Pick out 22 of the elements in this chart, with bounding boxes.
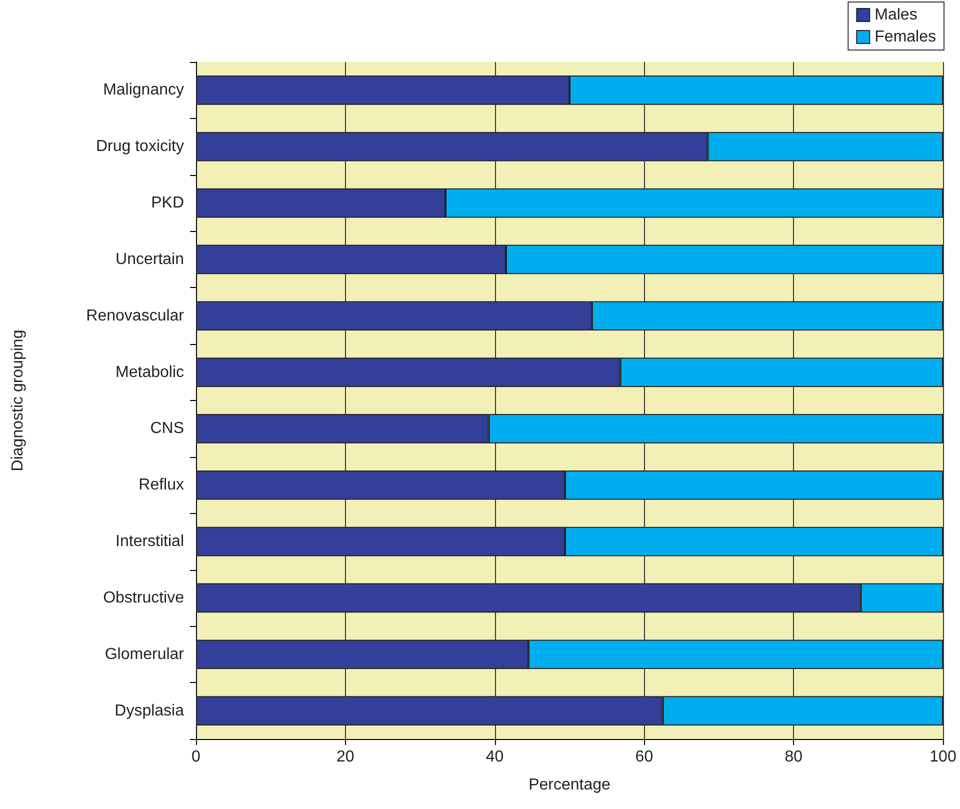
y-tick-label: Glomerular: [104, 646, 185, 663]
x-tick-label: 40: [486, 748, 504, 766]
y-tick-label: Drug toxicity: [96, 138, 184, 156]
y-tick-label: Dysplasia: [114, 702, 184, 720]
x-tick-label: 100: [930, 748, 956, 766]
y-tick-label: Renovascular: [86, 307, 185, 324]
y-tick-label: Malignancy: [103, 82, 184, 99]
x-tick-label: 0: [192, 748, 201, 766]
y-axis-title: Diagnostic grouping: [10, 330, 26, 472]
x-tick-label: 80: [784, 748, 803, 766]
y-tick-label: CNS: [150, 420, 184, 438]
x-axis-title: Percentage: [528, 776, 611, 794]
y-tick-label: Reflux: [138, 476, 184, 494]
y-tick-label: Interstitial: [116, 533, 184, 550]
x-tick-label: 20: [336, 748, 354, 766]
y-tick-label: Obstructive: [103, 589, 184, 606]
y-tick-label: Uncertain: [116, 250, 184, 268]
x-tick-label: 60: [635, 748, 654, 766]
legend-label: Males: [874, 6, 918, 24]
y-tick-label: Metabolic: [116, 364, 184, 381]
y-tick-label: PKD: [151, 194, 184, 212]
legend-label: Females: [874, 28, 936, 46]
